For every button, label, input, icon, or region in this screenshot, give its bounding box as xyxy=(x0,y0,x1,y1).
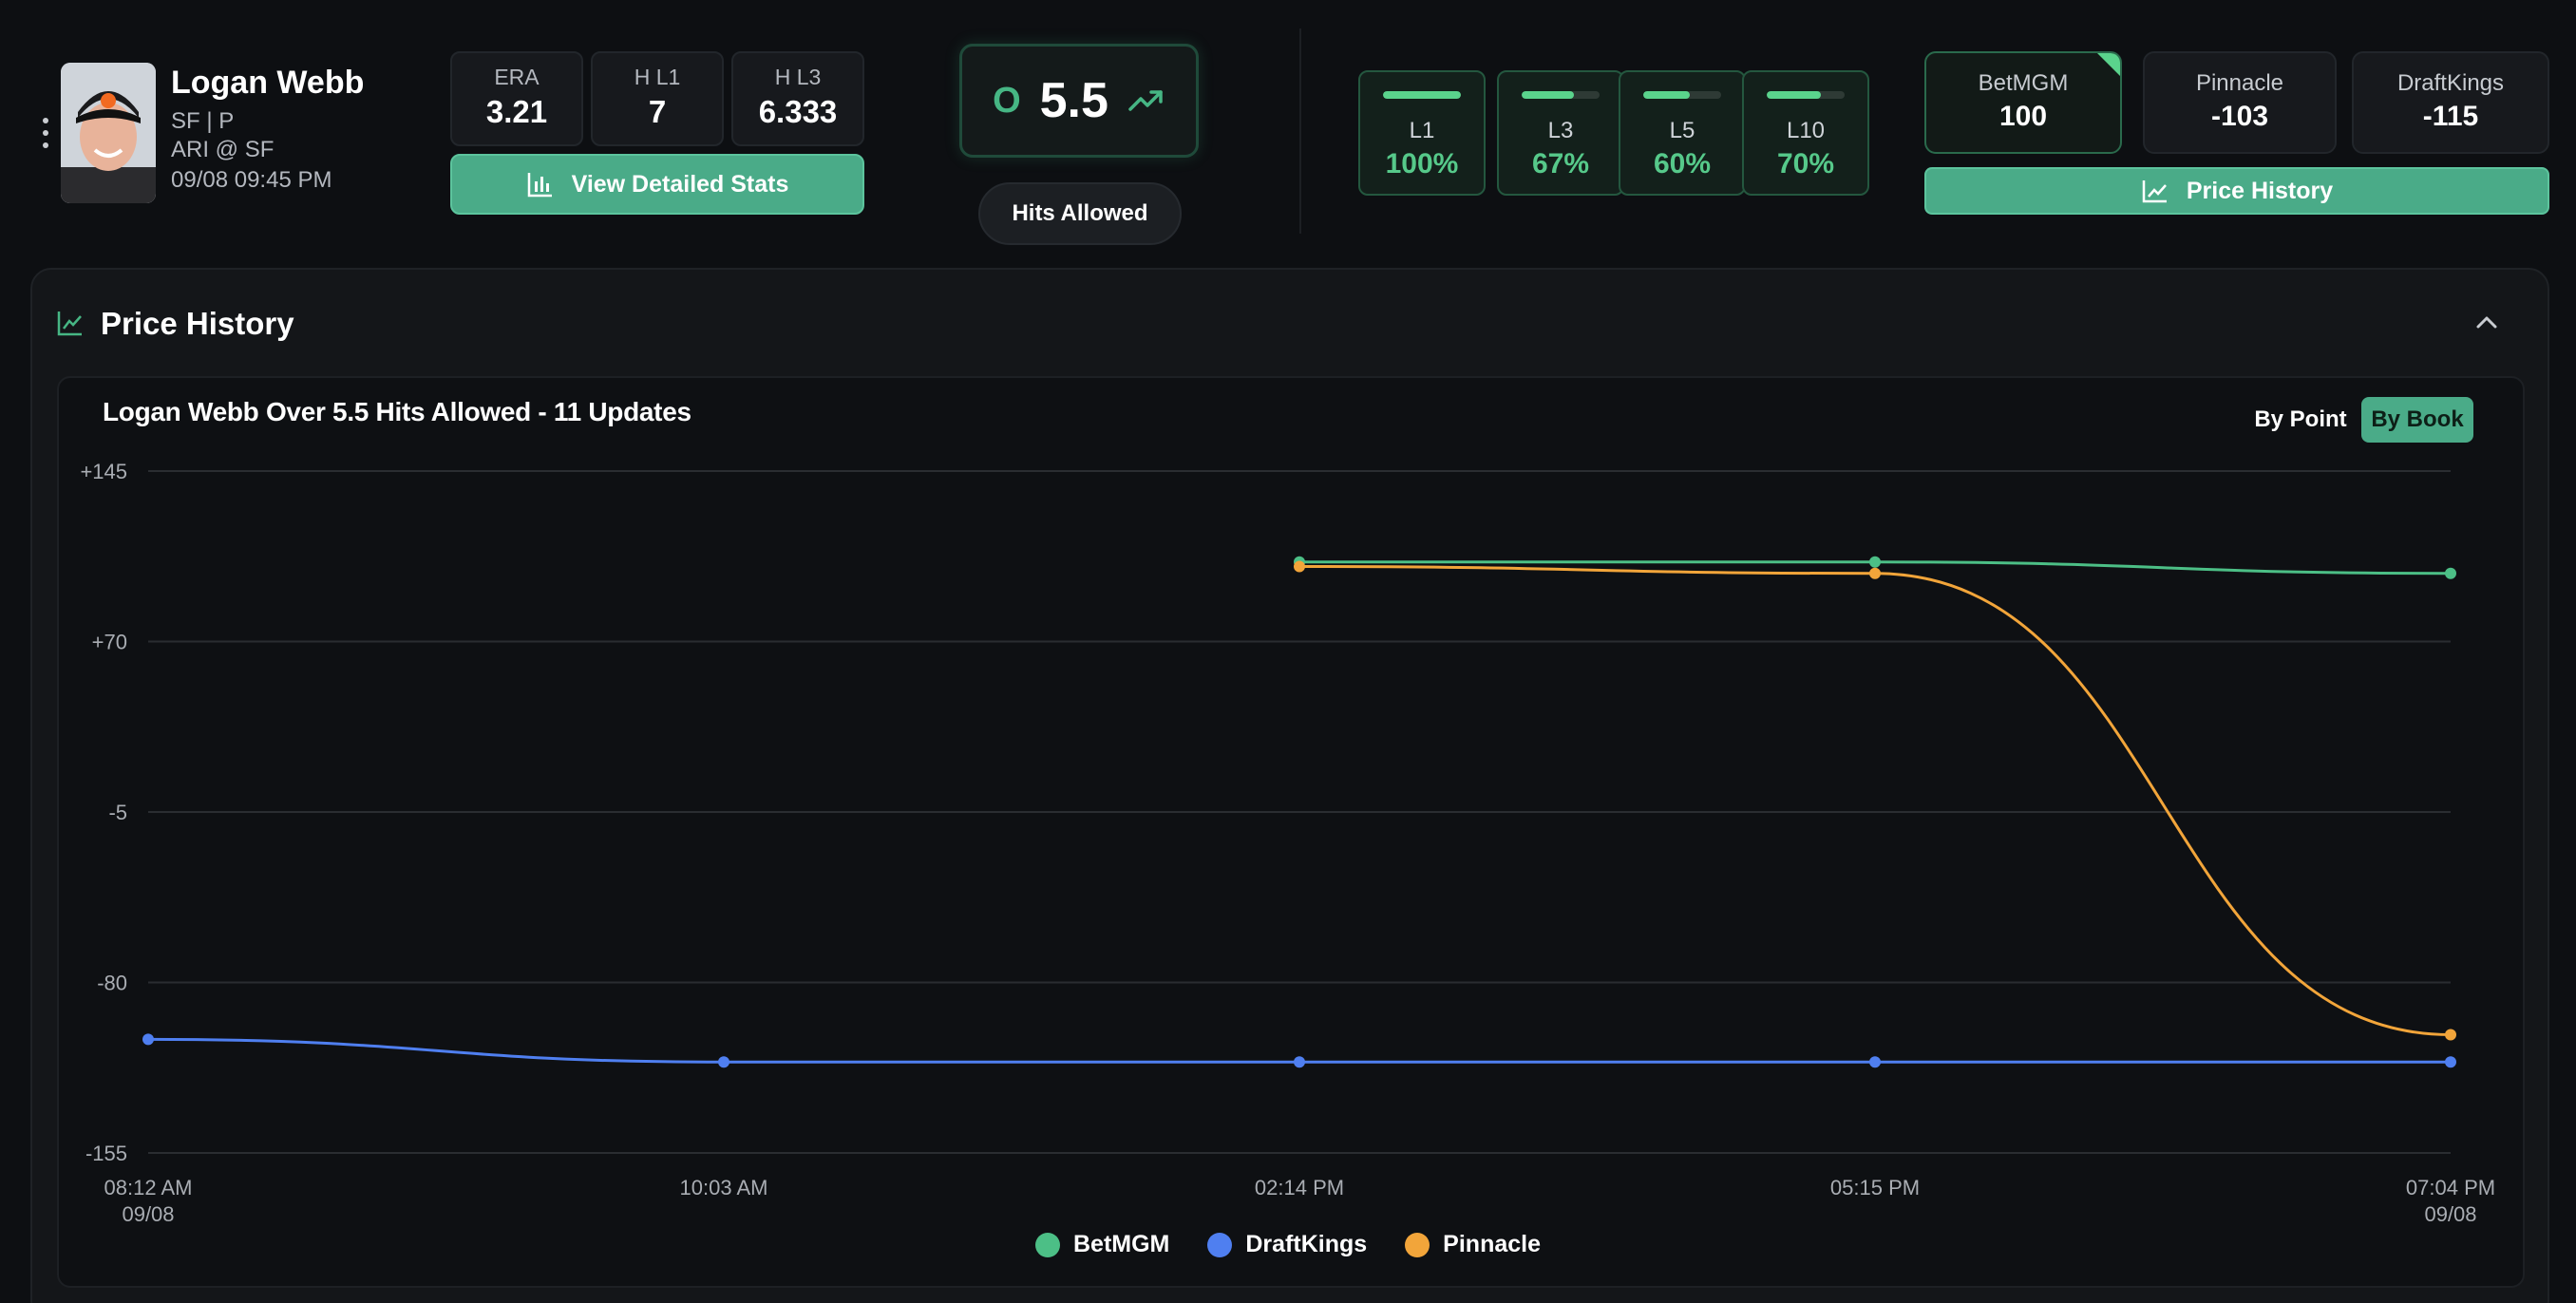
stat-value: 7 xyxy=(648,94,667,129)
player-team-position: SF | P xyxy=(171,108,235,134)
book-name: DraftKings xyxy=(2396,70,2505,96)
legend-swatch xyxy=(1207,1232,1233,1257)
player-avatar xyxy=(61,63,156,203)
hit-rate-percent: 67% xyxy=(1531,148,1590,179)
view-detailed-stats-label: View Detailed Stats xyxy=(571,170,789,198)
x-tick-label: 10:03 AM xyxy=(680,1176,768,1199)
x-tick-date-label: 09/08 xyxy=(122,1202,174,1226)
data-point-draftkings xyxy=(1869,1056,1881,1068)
selected-corner-marker xyxy=(2097,53,2120,76)
legend-item-betmgm[interactable]: BetMGM xyxy=(1034,1231,1170,1258)
hit-rate-label: L3 xyxy=(1547,118,1574,143)
x-tick-label: 02:14 PM xyxy=(1255,1176,1344,1199)
y-tick-label: -80 xyxy=(97,972,127,995)
price-history-button-label: Price History xyxy=(2186,177,2334,204)
y-tick-label: -5 xyxy=(108,801,127,824)
hit-rate-bar xyxy=(1767,91,1845,99)
data-point-draftkings xyxy=(718,1056,729,1068)
hit-rate-l1: L1 100% xyxy=(1358,70,1486,196)
chart-container xyxy=(57,376,2525,1288)
price-history-button[interactable]: Price History xyxy=(1924,167,2549,215)
data-point-draftkings xyxy=(1294,1056,1305,1068)
book-odds: 100 xyxy=(1998,101,2048,132)
stat-h-l1: H L1 7 xyxy=(591,51,724,146)
chevron-up-icon[interactable] xyxy=(2473,312,2500,334)
stat-h-l3: H L3 6.333 xyxy=(731,51,864,146)
hit-rate-label: L10 xyxy=(1786,118,1826,143)
x-tick-label: 08:12 AM xyxy=(104,1176,193,1199)
book-odds: -115 xyxy=(2422,101,2479,132)
hit-rate-bar xyxy=(1383,91,1461,99)
chart-legend: BetMGM DraftKings Pinnacle xyxy=(0,1231,2576,1258)
data-point-pinnacle xyxy=(1294,560,1305,573)
panel-title: Price History xyxy=(101,306,294,341)
trending-up-icon xyxy=(1128,90,1163,111)
hit-rate-bar xyxy=(1522,91,1600,99)
data-point-pinnacle xyxy=(2445,1029,2456,1041)
bar-chart-icon xyxy=(527,173,552,198)
stat-label: H L3 xyxy=(774,65,822,89)
by-point-toggle[interactable]: By Point xyxy=(2254,406,2347,432)
line-chart-icon xyxy=(57,312,82,336)
book-odds: -103 xyxy=(2210,101,2269,132)
hit-rate-percent: 100% xyxy=(1385,148,1459,179)
x-tick-date-label: 09/08 xyxy=(2424,1202,2476,1226)
stat-era: ERA 3.21 xyxy=(450,51,583,146)
view-detailed-stats-button[interactable]: View Detailed Stats xyxy=(450,154,864,215)
legend-item-draftkings[interactable]: DraftKings xyxy=(1207,1231,1367,1258)
book-betmgm[interactable]: BetMGM 100 xyxy=(1924,51,2122,154)
market-hits-allowed-button[interactable]: Hits Allowed xyxy=(978,182,1182,245)
book-draftkings[interactable]: DraftKings -115 xyxy=(2352,51,2549,154)
divider xyxy=(1299,28,1301,234)
x-tick-label: 07:04 PM xyxy=(2406,1176,2495,1199)
by-book-toggle[interactable]: By Book xyxy=(2361,397,2473,443)
stat-label: ERA xyxy=(494,65,540,89)
over-under-indicator: O xyxy=(993,80,1021,121)
hit-rate-label: L1 xyxy=(1409,118,1435,143)
data-point-pinnacle xyxy=(1869,567,1881,579)
series-line-pinnacle xyxy=(1298,565,2452,1037)
book-pinnacle[interactable]: Pinnacle -103 xyxy=(2143,51,2337,154)
prop-line-value: 5.5 xyxy=(1039,73,1108,128)
y-tick-label: +70 xyxy=(92,631,127,654)
player-matchup: ARI @ SF xyxy=(171,137,275,162)
y-tick-label: -155 xyxy=(85,1142,127,1165)
hit-rate-l3: L3 67% xyxy=(1497,70,1624,196)
data-point-draftkings xyxy=(2445,1056,2456,1068)
data-point-betmgm xyxy=(2445,567,2456,579)
game-datetime: 09/08 09:45 PM xyxy=(171,167,332,193)
book-name: BetMGM xyxy=(1978,70,2069,96)
hit-rate-percent: 60% xyxy=(1653,148,1712,179)
legend-label: BetMGM xyxy=(1072,1231,1170,1257)
hit-rate-bar xyxy=(1643,91,1721,99)
hit-rate-l5: L5 60% xyxy=(1619,70,1746,196)
stat-value: 3.21 xyxy=(485,94,548,129)
player-name: Logan Webb xyxy=(171,65,365,101)
stat-value: 6.333 xyxy=(758,94,838,129)
legend-swatch xyxy=(1034,1232,1060,1257)
book-name: Pinnacle xyxy=(2195,70,2284,96)
hit-rate-percent: 70% xyxy=(1776,148,1835,179)
drag-handle[interactable] xyxy=(38,118,53,148)
y-tick-label: +145 xyxy=(80,460,127,483)
prop-line-box[interactable]: O 5.5 xyxy=(959,44,1199,158)
legend-label: Pinnacle xyxy=(1443,1231,1541,1257)
data-point-betmgm xyxy=(1869,556,1881,568)
legend-swatch xyxy=(1405,1232,1430,1257)
hit-rate-label: L5 xyxy=(1669,118,1695,143)
stat-label: H L1 xyxy=(634,65,681,89)
chart-title: Logan Webb Over 5.5 Hits Allowed - 11 Up… xyxy=(103,397,691,426)
x-tick-label: 05:15 PM xyxy=(1830,1176,1920,1199)
data-point-draftkings xyxy=(142,1033,154,1046)
line-chart-icon xyxy=(2142,180,2167,203)
legend-item-pinnacle[interactable]: Pinnacle xyxy=(1405,1231,1541,1258)
legend-label: DraftKings xyxy=(1245,1231,1368,1257)
hit-rate-l10: L10 70% xyxy=(1742,70,1869,196)
